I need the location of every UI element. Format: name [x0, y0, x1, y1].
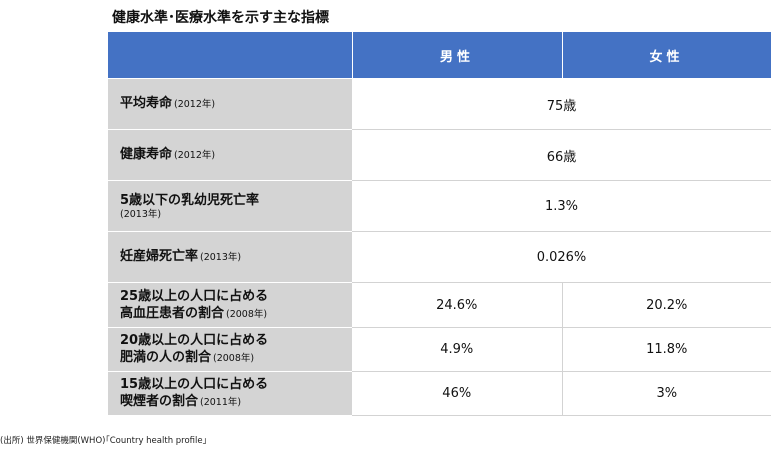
table-row: 5歳以下の乳幼児死亡率 (2013年) 1.3%	[108, 180, 771, 232]
row-label-line2: 肥満の人の割合	[120, 350, 212, 365]
indicators-table: 男性 女性 平均寿命 (2012年) 75歳 健康寿命 (2012年) 66歳 5歳…	[108, 32, 772, 416]
row-label-life-expectancy: 平均寿命 (2012年)	[108, 78, 352, 130]
row-year: (2012年)	[174, 99, 216, 110]
row-value-male: 24.6%	[352, 282, 563, 328]
row-value-female: 3%	[562, 371, 771, 416]
row-label-line2: 高血圧患者の割合	[120, 305, 225, 321]
row-label-hypertension: 25歳以上の人口に占める 高血圧患者の割合 (2008年)	[108, 282, 352, 328]
row-label-line2: 喫煙者の割合	[120, 394, 199, 409]
row-year: (2011年)	[200, 397, 242, 408]
header-female: 女性	[562, 32, 772, 79]
table-row: 平均寿命 (2012年) 75歳	[108, 78, 771, 130]
table-row: 健康寿命 (2012年) 66歳	[108, 129, 771, 181]
row-label-text: 平均寿命	[120, 96, 173, 111]
row-label-smoking: 15歳以上の人口に占める 喫煙者の割合 (2011年)	[108, 371, 352, 416]
row-value-combined: 75歳	[352, 78, 771, 130]
row-label-infant-mortality: 5歳以下の乳幼児死亡率 (2013年)	[108, 180, 352, 232]
table-row: 25歳以上の人口に占める 高血圧患者の割合 (2008年) 24.6% 20.2%	[108, 282, 771, 328]
page-title: 健康水準･医療水準を示す主な指標	[112, 10, 329, 26]
row-year: (2012年)	[174, 150, 216, 161]
row-value-female: 11.8%	[562, 327, 771, 372]
row-value-combined: 1.3%	[352, 180, 771, 232]
row-year: (2013年)	[200, 252, 242, 263]
row-label-text: 健康寿命	[120, 147, 173, 162]
row-year: (2013年)	[120, 208, 162, 220]
row-value-female: 20.2%	[562, 282, 771, 328]
row-label-line1: 20歳以上の人口に占める	[120, 333, 269, 348]
header-male: 男性	[352, 32, 563, 79]
row-value-combined: 0.026%	[352, 231, 771, 283]
row-label-healthy-life-expectancy: 健康寿命 (2012年)	[108, 129, 352, 181]
row-label-line1: 15歳以上の人口に占める	[120, 377, 269, 392]
table-row: 15歳以上の人口に占める 喫煙者の割合 (2011年) 46% 3%	[108, 371, 771, 416]
table-row: 20歳以上の人口に占める 肥満の人の割合 (2008年) 4.9% 11.8%	[108, 327, 771, 372]
row-year: (2008年)	[226, 308, 268, 320]
row-label-line1: 25歳以上の人口に占める	[120, 288, 269, 304]
source-note: (出所) 世界保健機関(WHO)｢Country health profile｣	[0, 436, 207, 446]
table-header-row: 男性 女性	[108, 32, 772, 79]
row-label-text: 妊産婦死亡率	[120, 249, 199, 264]
row-year: (2008年)	[213, 353, 255, 364]
row-value-male: 4.9%	[352, 327, 563, 372]
row-label-text: 5歳以下の乳幼児死亡率	[120, 192, 260, 208]
row-label-obesity: 20歳以上の人口に占める 肥満の人の割合 (2008年)	[108, 327, 352, 372]
header-corner	[108, 32, 353, 79]
row-label-maternal-mortality: 妊産婦死亡率 (2013年)	[108, 231, 352, 283]
row-value-combined: 66歳	[352, 129, 771, 181]
table-row: 妊産婦死亡率 (2013年) 0.026%	[108, 231, 771, 283]
row-value-male: 46%	[352, 371, 563, 416]
